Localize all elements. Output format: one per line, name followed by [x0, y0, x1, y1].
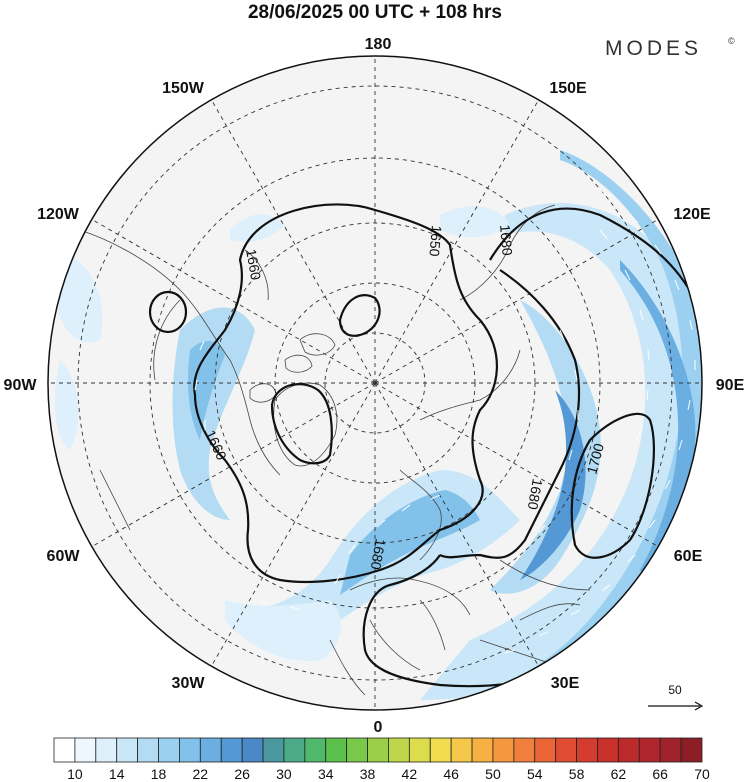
- coastlines: [79, 204, 591, 696]
- colorbar-cell: [492, 737, 515, 763]
- colorbar-cell: [513, 737, 536, 763]
- reference-vector: 50: [648, 683, 704, 711]
- graticule: [48, 56, 702, 710]
- colorbar-cell: [262, 737, 285, 763]
- colorbar-tick-label: 34: [318, 766, 334, 782]
- contour-label-1680-south: 1680: [368, 537, 389, 571]
- colorbar-cell: [471, 737, 494, 763]
- colorbar-tick-label: 14: [109, 766, 125, 782]
- colorbar-cell: [450, 737, 473, 763]
- contour-label-1660-north: 1660: [243, 248, 264, 282]
- contour-label-1680-northeast: 1680: [497, 224, 516, 257]
- lon-label-60e: 60E: [674, 548, 703, 565]
- lon-label-90e: 90E: [716, 377, 745, 394]
- colorbar-cell: [429, 737, 452, 763]
- lon-label-30e: 30E: [551, 675, 580, 692]
- colorbar-cell: [408, 737, 431, 763]
- lon-label-150w: 150W: [162, 80, 205, 97]
- colorbar-cells: [53, 737, 703, 763]
- colorbar-tick-label: 30: [276, 766, 292, 782]
- colorbar-cell: [597, 737, 619, 763]
- lon-label-60w: 60W: [47, 548, 81, 565]
- colorbar-tick-label: 22: [193, 766, 209, 782]
- longitude-labels: 180 150W 150E 120W 120E 90W 90E 60W 60E …: [4, 36, 745, 736]
- modes-logo: MODES ©: [605, 36, 735, 60]
- lon-label-0: 0: [374, 719, 383, 736]
- colorbar-cell: [638, 737, 661, 763]
- colorbar-tick-label: 54: [527, 766, 543, 782]
- colorbar-cell: [220, 737, 243, 763]
- colorbar-cell: [199, 737, 222, 763]
- colorbar-cell: [576, 737, 598, 763]
- colorbar-cell: [241, 737, 264, 763]
- colorbar-cell: [179, 737, 201, 763]
- colorbar-cell: [346, 737, 368, 763]
- reference-vector-value: 50: [668, 683, 682, 697]
- colorbar-cell: [680, 737, 703, 763]
- contour-label-1650: 1650: [426, 225, 445, 258]
- colorbar-tick-label: 18: [151, 766, 167, 782]
- colorbar-tick-label: 42: [402, 766, 418, 782]
- wind-vectors: [194, 189, 696, 654]
- colorbar-cell: [534, 737, 557, 763]
- contour-label-1700: 1700: [583, 441, 607, 475]
- colorbar-cell: [283, 737, 306, 763]
- colorbar-tick-label: 58: [569, 766, 585, 782]
- colorbar-cell: [137, 737, 159, 763]
- lon-label-30w: 30W: [172, 675, 206, 692]
- colorbar-cell: [53, 737, 76, 763]
- colorbar-cell: [325, 737, 348, 763]
- colorbar-cell: [367, 737, 389, 763]
- lon-label-180: 180: [365, 36, 392, 53]
- lon-label-120w: 120W: [37, 206, 80, 223]
- colorbar: 10 14 18 22 26 30 34 38 42 46 50 54 58 62 66 70: [53, 737, 710, 782]
- contour-labels: 1660 1650 1680 1660 1680 1680 1700: [202, 224, 607, 571]
- map-border: [47, 55, 703, 711]
- colorbar-tick-label: 26: [234, 766, 250, 782]
- colorbar-tick-label: 50: [485, 766, 501, 782]
- colorbar-tick-label: 46: [443, 766, 459, 782]
- colorbar-cell: [388, 737, 410, 763]
- map-title: 28/06/2025 00 UTC + 108 hrs: [248, 2, 502, 23]
- contour-label-1680-east: 1680: [525, 477, 546, 511]
- colorbar-tick-label: 38: [360, 766, 376, 782]
- colorbar-cell: [617, 737, 640, 763]
- colorbar-ticks: 10 14 18 22 26 30 34 38 42 46 50 54 58 62 66 70: [67, 766, 710, 782]
- lon-label-90w: 90W: [4, 377, 38, 394]
- colorbar-tick-label: 10: [67, 766, 83, 782]
- colorbar-cell: [74, 737, 97, 763]
- lon-label-150e: 150E: [549, 80, 587, 97]
- colorbar-cell: [116, 737, 139, 763]
- colorbar-tick-label: 66: [652, 766, 668, 782]
- colorbar-tick-label: 62: [611, 766, 627, 782]
- colorbar-cell: [659, 737, 682, 763]
- colorbar-tick-label: 70: [694, 766, 710, 782]
- colorbar-cell: [95, 737, 118, 763]
- brand-mark: ©: [728, 36, 735, 46]
- lon-label-120e: 120E: [673, 206, 711, 223]
- colorbar-cell: [555, 737, 577, 763]
- colorbar-cell: [304, 737, 327, 763]
- colorbar-cell: [158, 737, 180, 763]
- brand-name: MODES: [605, 37, 702, 60]
